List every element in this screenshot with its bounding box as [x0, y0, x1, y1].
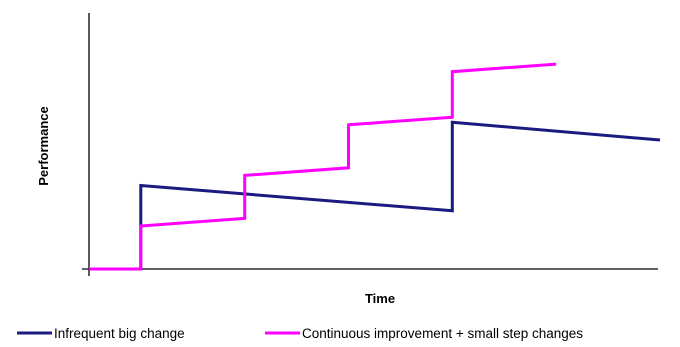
series-line-infrequent-big-change	[88, 120, 661, 271]
x-axis-label: Time	[365, 291, 395, 306]
series-line-continuous-improvement-small-step-changes	[88, 62, 557, 271]
legend-label-infrequent-big-change: Infrequent big change	[54, 326, 185, 341]
axes	[82, 13, 658, 276]
legend: Infrequent big change Continuous improve…	[17, 326, 583, 341]
y-axis-label: Performance	[36, 106, 51, 185]
legend-label-continuous-improvement: Continuous improvement + small step chan…	[302, 326, 583, 341]
series-layer	[88, 62, 661, 271]
